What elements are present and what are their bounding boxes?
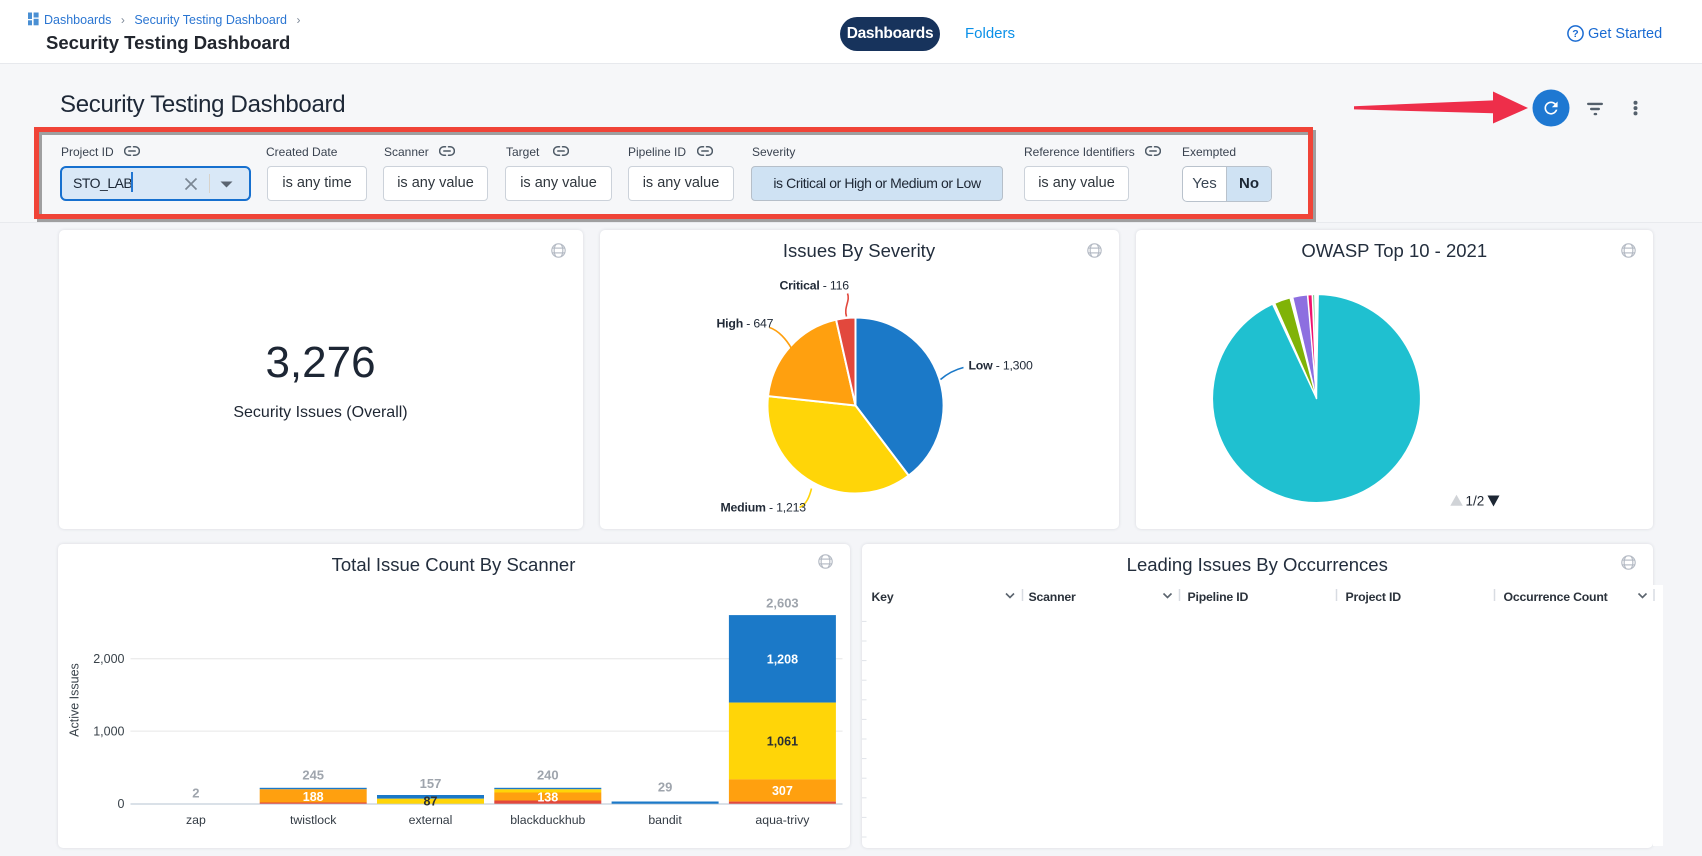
svg-text:188: 188 [302,790,323,804]
svg-text:aqua-trivy: aqua-trivy [755,813,810,827]
svg-text:Low - 1,300: Low - 1,300 [968,358,1032,372]
svg-text:Occurrence Count: Occurrence Count [1503,590,1607,604]
svg-text:Active Issues: Active Issues [67,663,81,737]
svg-text:2,603: 2,603 [766,596,799,611]
svg-text:138: 138 [537,791,558,805]
svg-text:87: 87 [423,795,437,809]
svg-text:0: 0 [117,797,124,811]
svg-text:bandit: bandit [648,813,682,827]
svg-text:Pipeline ID: Pipeline ID [1187,590,1248,604]
svg-text:twistlock: twistlock [289,813,336,827]
svg-text:zap: zap [185,813,205,827]
svg-text:?: ? [1572,28,1578,40]
svg-text:1,208: 1,208 [766,653,797,667]
svg-text:Scanner: Scanner [1028,590,1076,604]
svg-text:Key: Key [871,590,893,604]
svg-text:Medium - 1,213: Medium - 1,213 [720,500,806,514]
svg-text:2,000: 2,000 [93,652,124,666]
svg-text:Project ID: Project ID [1345,590,1401,604]
svg-text:240: 240 [536,768,558,783]
svg-text:1,061: 1,061 [766,735,797,749]
svg-text:blackduckhub: blackduckhub [510,813,585,827]
svg-text:2: 2 [192,786,199,801]
svg-text:High - 647: High - 647 [716,316,773,330]
svg-text:external: external [408,813,452,827]
svg-text:1,000: 1,000 [93,724,124,738]
svg-text:Critical - 116: Critical - 116 [779,278,849,292]
svg-text:157: 157 [419,776,441,791]
svg-text:29: 29 [657,780,671,795]
svg-text:1/2: 1/2 [1465,493,1484,508]
svg-text:245: 245 [302,768,324,783]
svg-text:307: 307 [771,784,792,798]
